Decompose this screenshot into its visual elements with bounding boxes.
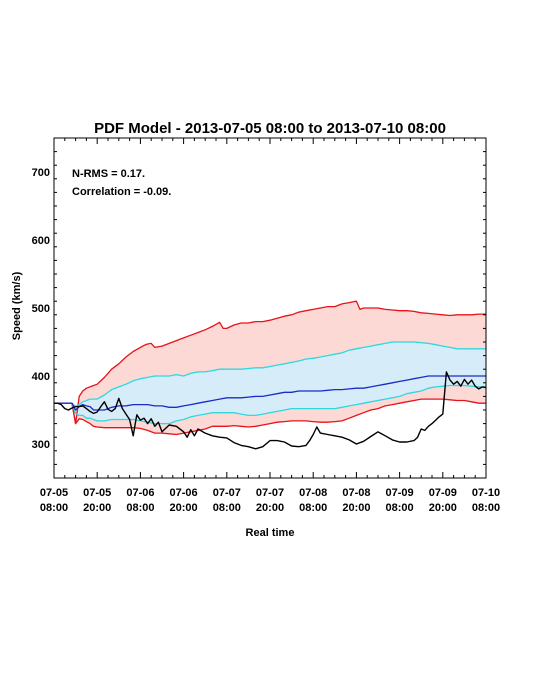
x-tick-label-date: 07-06	[170, 487, 198, 499]
y-tick-label: 600	[32, 235, 50, 247]
x-tick-label-time: 08:00	[472, 502, 500, 514]
x-tick-label-date: 07-08	[299, 487, 327, 499]
x-tick-label-time: 20:00	[170, 502, 198, 514]
series-lines	[54, 300, 487, 450]
inner-band	[54, 342, 486, 424]
y-tick-label: 300	[32, 439, 50, 451]
y-axis-label: Speed (km/s)	[11, 271, 23, 340]
x-tick-label-time: 08:00	[40, 502, 68, 514]
x-tick-label-time: 20:00	[429, 502, 457, 514]
x-tick-label-time: 08:00	[386, 502, 414, 514]
y-tick-label: 400	[32, 371, 50, 383]
x-tick-label-time: 08:00	[213, 502, 241, 514]
x-tick-label-date: 07-09	[386, 487, 414, 499]
y-tick-label: 500	[32, 303, 50, 315]
correlation-annotation: Correlation = -0.09.	[72, 186, 171, 198]
x-tick-label-date: 07-07	[213, 487, 241, 499]
confidence-bands	[54, 301, 486, 435]
x-tick-label-time: 20:00	[342, 502, 370, 514]
x-tick-label-time: 20:00	[83, 502, 111, 514]
nrms-annotation: N-RMS = 0.17.	[72, 168, 145, 180]
series-line-median	[54, 375, 486, 411]
x-tick-label-time: 20:00	[256, 502, 284, 514]
chart-title: PDF Model - 2013-07-05 08:00 to 2013-07-…	[94, 120, 446, 137]
x-tick-label-time: 08:00	[299, 502, 327, 514]
x-tick-label-date: 07-08	[342, 487, 370, 499]
tick-labels: 07-05 08:00 07-05 20:00 07-06 08:00 07-06 20:00…	[32, 167, 500, 514]
x-tick-label-date: 07-06	[126, 487, 154, 499]
x-tick-label-time: 08:00	[126, 502, 154, 514]
x-tick-label-date: 07-09	[429, 487, 457, 499]
series-line-lower-inner	[54, 384, 486, 425]
series-line-observed	[54, 371, 487, 450]
x-tick-label-date: 07-05	[40, 487, 68, 499]
axis-ticks	[53, 137, 487, 479]
x-tick-label-date: 07-05	[83, 487, 111, 499]
series-line-upper-inner	[54, 341, 486, 408]
series-line-upper-outer	[54, 300, 486, 425]
x-tick-label-date: 07-10	[472, 487, 500, 499]
x-axis-label: Real time	[246, 527, 295, 539]
series-line-lower-outer	[54, 398, 486, 436]
x-tick-label-date: 07-07	[256, 487, 284, 499]
y-tick-label: 700	[32, 167, 50, 179]
